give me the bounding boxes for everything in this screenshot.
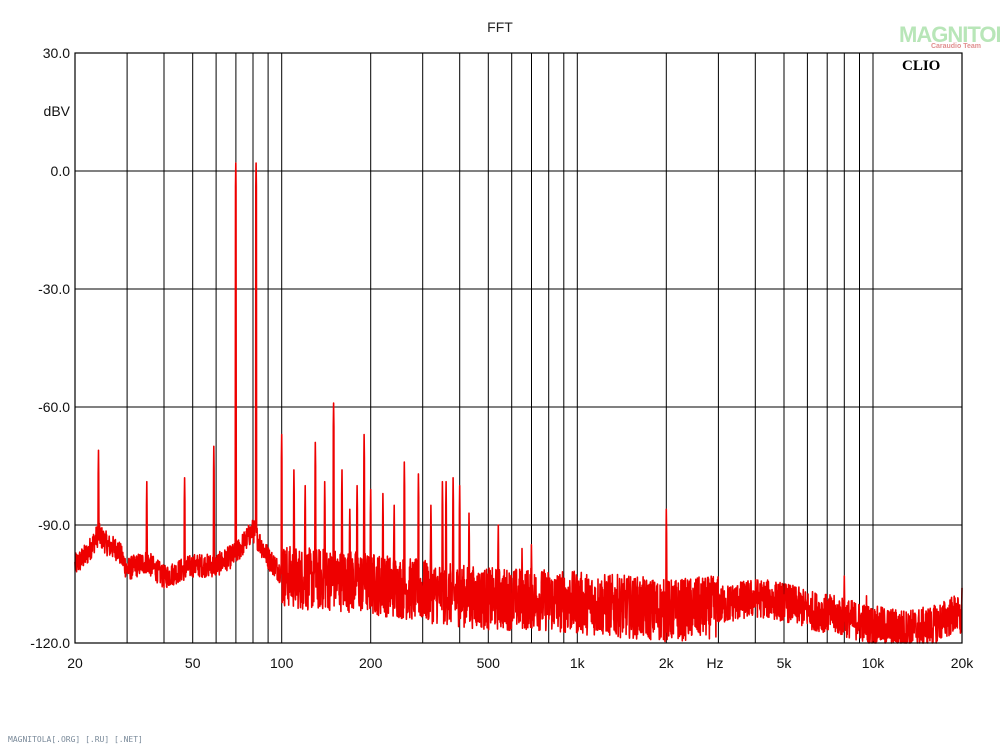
y-axis: 30.0 0.0 -30.0 -60.0 -90.0 -120.0 <box>30 45 70 651</box>
svg-text:Caraudio Team: Caraudio Team <box>931 43 981 50</box>
x-tick-label: 50 <box>185 655 201 671</box>
plot-frame <box>74 52 963 644</box>
x-tick-label: 10k <box>862 655 886 671</box>
x-tick-label: 1k <box>570 655 586 671</box>
svg-text:MAGNITOLA: MAGNITOLA <box>899 22 1000 47</box>
y-axis-label: dBV <box>44 103 71 119</box>
y-tick-label: -60.0 <box>38 399 70 415</box>
y-tick-label: -90.0 <box>38 517 70 533</box>
x-tick-label: 20k <box>951 655 975 671</box>
clio-badge-bg <box>896 56 948 74</box>
y-tick-label: 0.0 <box>51 163 71 179</box>
x-tick-label: 200 <box>359 655 383 671</box>
x-tick-label: 5k <box>777 655 793 671</box>
chart-title: FFT <box>487 19 513 35</box>
fft-trace <box>74 162 963 644</box>
x-axis-label: Hz <box>706 655 723 671</box>
x-tick-label: 100 <box>270 655 294 671</box>
clio-badge: CLIO <box>902 58 940 74</box>
x-tick-label: 500 <box>477 655 501 671</box>
x-tick-label: 2k <box>659 655 675 671</box>
y-tick-label: 30.0 <box>43 45 70 61</box>
plot-area <box>75 53 962 643</box>
watermark-logo: MAGNITOLA Caraudio Team <box>899 22 1000 50</box>
x-axis: 20 50 100 200 500 1k 2k 5k 10k 20k <box>67 655 974 671</box>
y-tick-label: -30.0 <box>38 281 70 297</box>
x-tick-label: 20 <box>67 655 83 671</box>
footer-watermark: MAGNITOLA[.ORG] [.RU] [.NET] <box>8 735 143 744</box>
y-tick-label: -120.0 <box>30 635 70 651</box>
series-layer <box>74 162 963 644</box>
